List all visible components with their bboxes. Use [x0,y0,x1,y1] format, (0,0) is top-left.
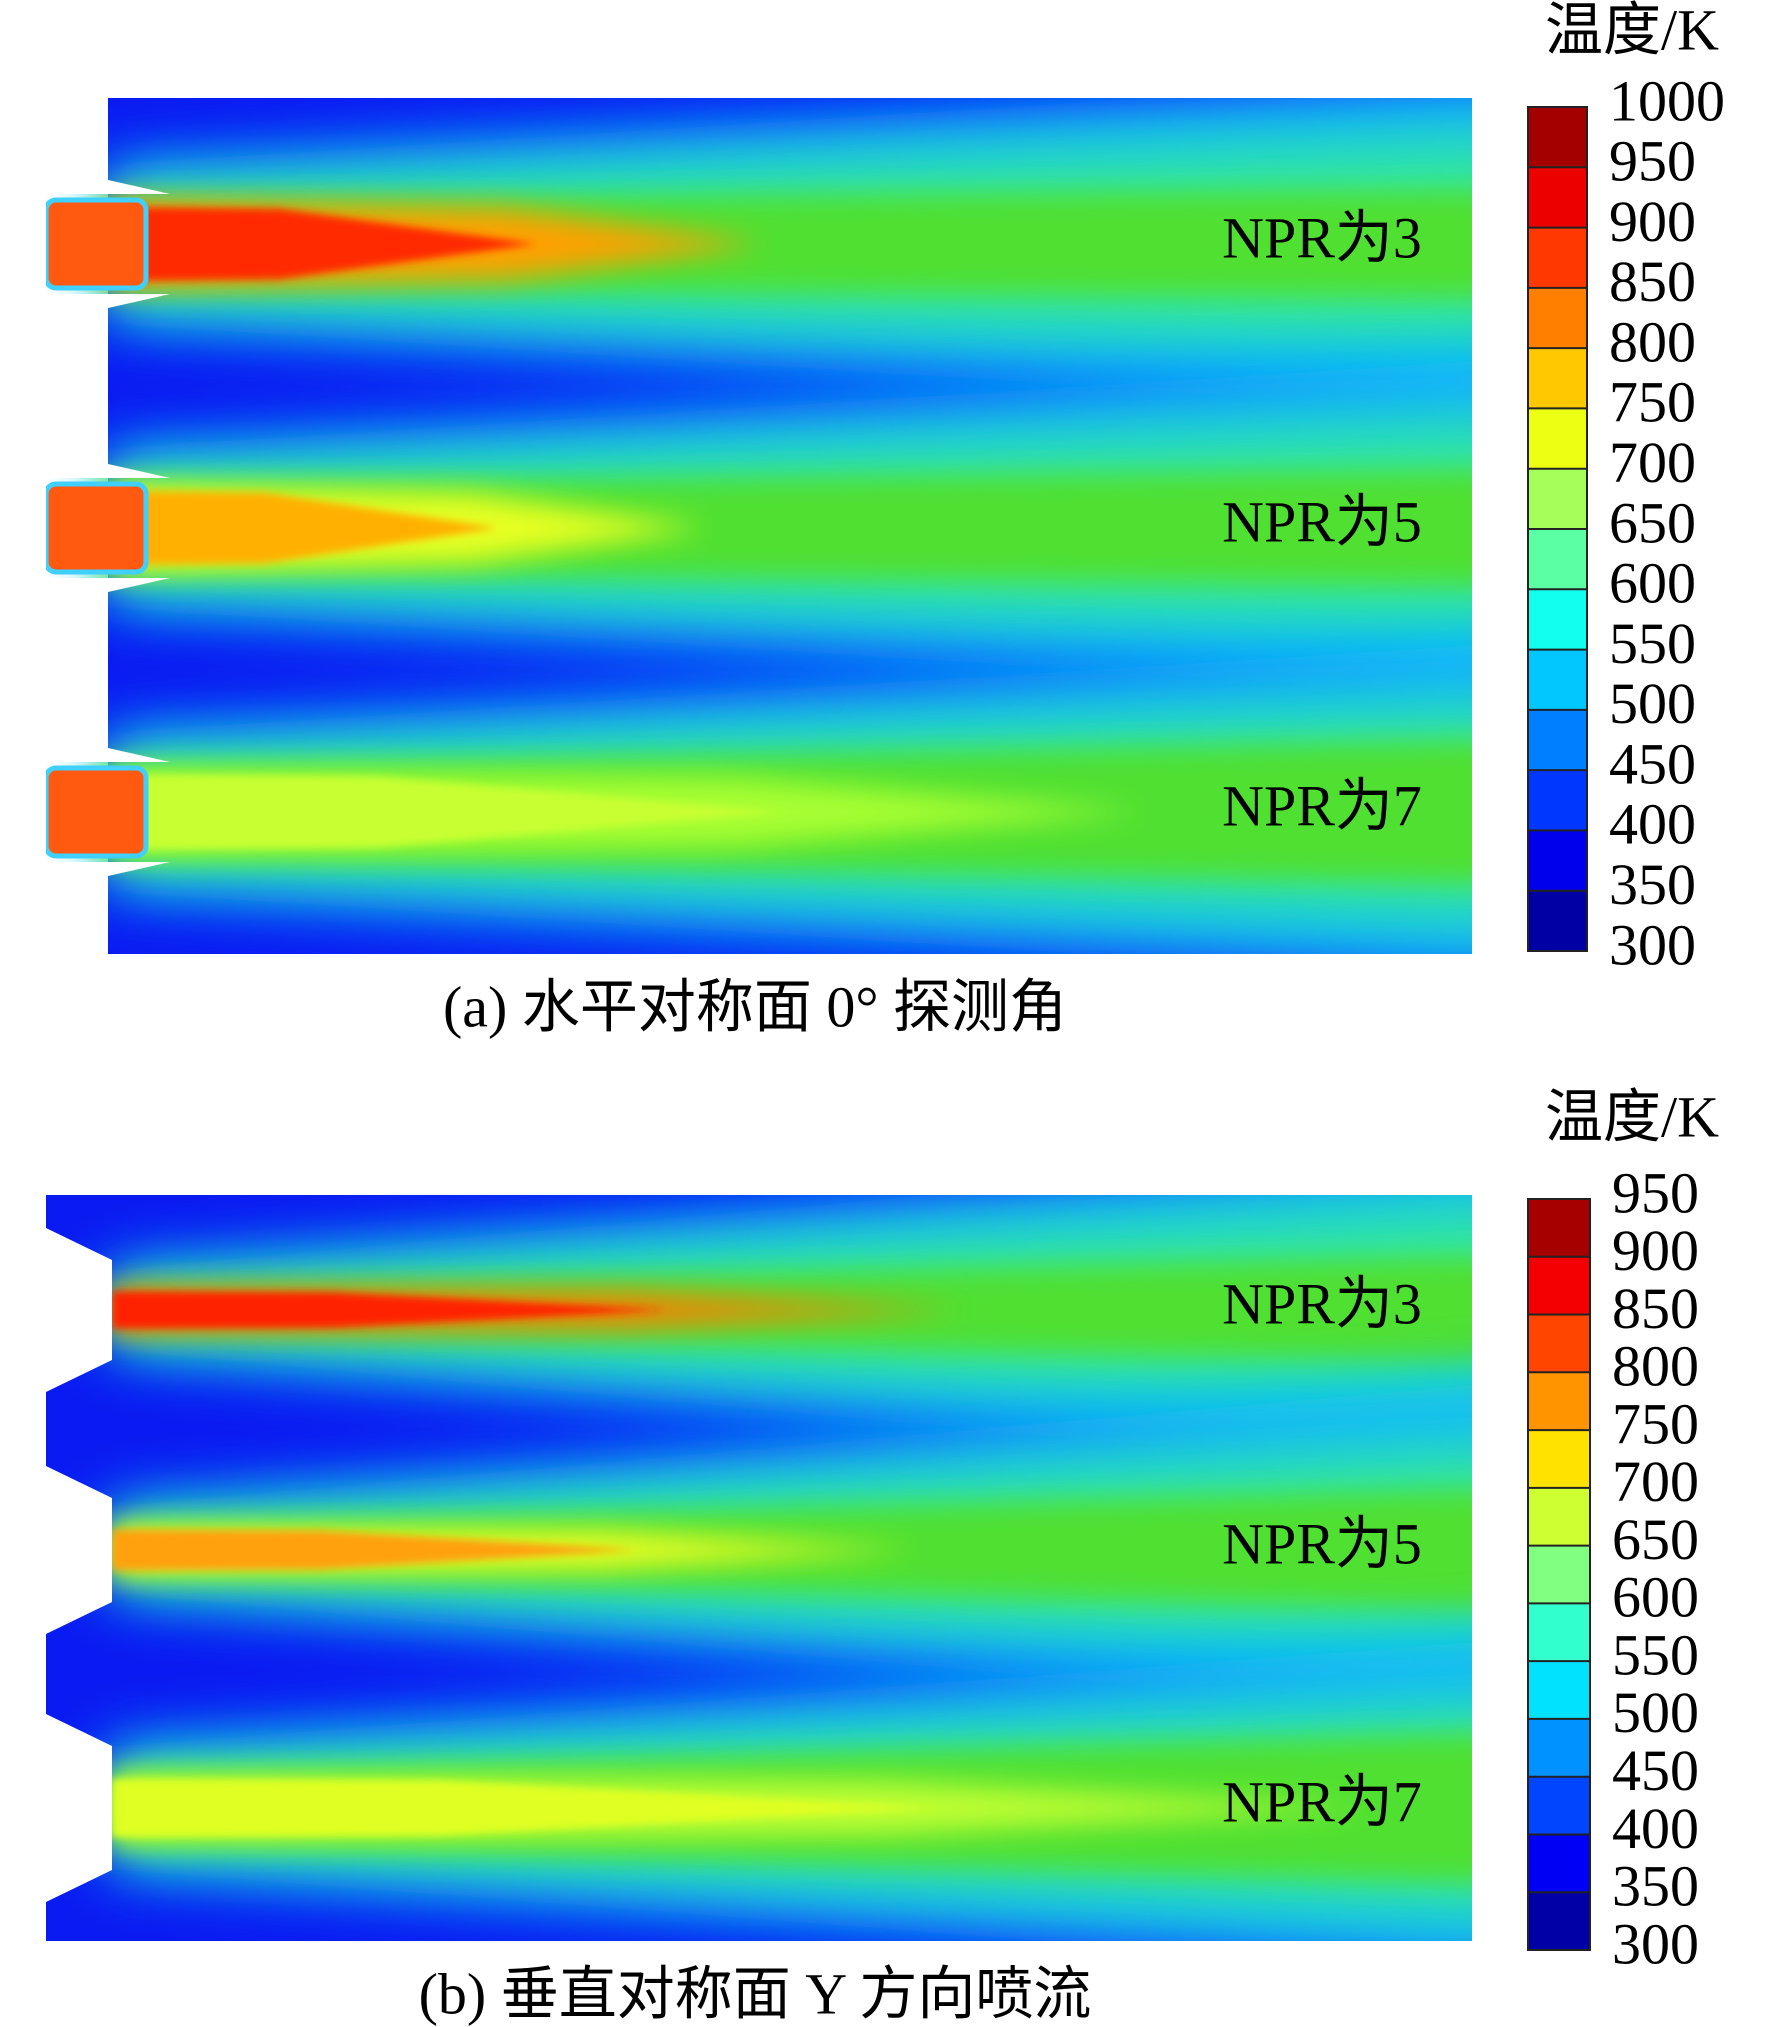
colorbar-band [1528,1430,1590,1489]
colorbar-tick-label: 350 [1612,1854,1699,1919]
colorbar-tick-label: 950 [1612,1160,1699,1225]
colorbar-tick-label: 450 [1609,731,1696,796]
colorbar-band [1528,1256,1590,1316]
colorbar-band [1528,227,1587,289]
caption: (b) 垂直对称面 Y 方向喷流 [419,1961,1092,2026]
colorbar-tick-label: 800 [1612,1334,1699,1399]
left-mask [0,98,46,954]
colorbar-band [1528,348,1587,409]
nozzle [43,481,149,575]
nozzle-notch [46,80,170,194]
colorbar-band [1528,770,1587,831]
nozzle-notch [46,364,170,478]
colorbar-band [1528,1603,1590,1662]
colorbar-tick-label: 300 [1609,912,1696,977]
colorbar-band [1528,1199,1590,1258]
colorbar-tick-label: 750 [1609,370,1696,435]
jet-core [108,490,498,566]
case-label: NPR为7 [1222,773,1422,838]
jet-core [108,774,783,850]
colorbar-tick-label: 950 [1609,129,1696,194]
colorbar-tick-label: 400 [1612,1796,1699,1861]
colorbar-band [1528,890,1587,952]
colorbar-frame [1527,1198,1591,1951]
case-label: NPR为3 [1222,1271,1422,1336]
jet-core [112,1529,637,1571]
colorbar-band [1528,107,1587,168]
nozzle [43,197,149,291]
colorbar-band [1528,830,1587,892]
colorbar-band [1528,468,1587,530]
colorbar-tick-label: 600 [1612,1565,1699,1630]
case-label: NPR为7 [1222,1769,1422,1834]
nozzle-notch [46,648,170,762]
colorbar-tick-label: 800 [1609,309,1696,374]
caption: (a) 水平对称面 0° 探测角 [443,974,1067,1039]
colorbar-tick-label: 850 [1609,249,1696,314]
colorbar-band [1528,1314,1590,1373]
colorbar-tick-label: 900 [1609,189,1696,254]
colorbar-tick-label: 1000 [1609,68,1725,133]
colorbar-tick-label: 700 [1609,430,1696,495]
jet-core [112,1291,667,1329]
case-label: NPR为3 [1222,205,1422,270]
panel-b [46,1195,1472,1941]
panel-a [108,98,1472,954]
colorbar-tick-label: 500 [1612,1680,1699,1745]
colorbar-band [1528,649,1587,711]
colorbar-tick-label: 400 [1609,792,1696,857]
colorbar-title: 温度/K [1545,1084,1719,1149]
colorbar-tick-label: 750 [1612,1391,1699,1456]
nozzle-cutout [46,1466,112,1634]
colorbar-band [1528,1834,1590,1893]
nozzle-notch [46,862,170,976]
jet-core [112,1779,937,1837]
colorbar-band [1528,1487,1590,1547]
nozzle-cutout [46,1228,112,1392]
colorbar-tick-label: 850 [1612,1276,1699,1341]
colorbar-tick-label: 600 [1609,551,1696,616]
colorbar-band [1528,1776,1590,1835]
colorbar-tick-label: 650 [1612,1507,1699,1572]
colorbar-band [1528,408,1587,470]
colorbar-band [1528,1892,1590,1951]
colorbar-band [1528,1372,1590,1431]
colorbar-tick-label: 500 [1609,671,1696,736]
colorbar-band [1528,1545,1590,1604]
case-label: NPR为5 [1222,1511,1422,1576]
case-label: NPR为5 [1222,489,1422,554]
colorbar-band [1528,1718,1590,1778]
colorbar-tick-label: 450 [1612,1738,1699,1803]
colorbar-tick-label: 550 [1609,611,1696,676]
colorbar-tick-label: 650 [1609,490,1696,555]
colorbar-band [1528,529,1587,590]
jet-core [108,206,536,282]
colorbar-band [1528,167,1587,229]
colorbar-band [1528,709,1587,771]
colorbar-band [1528,287,1587,349]
colorbar-title: 温度/K [1545,0,1719,62]
colorbar-tick-label: 550 [1612,1622,1699,1687]
nozzle [43,765,149,859]
colorbar-band [1528,589,1587,651]
colorbar-frame [1527,106,1588,952]
colorbar-band [1528,1661,1590,1720]
colorbar-tick-label: 300 [1612,1911,1699,1976]
colorbar-tick-label: 350 [1609,852,1696,917]
colorbar-tick-label: 900 [1612,1218,1699,1283]
nozzle-cutout [46,1714,112,1902]
colorbar-tick-label: 700 [1612,1449,1699,1514]
